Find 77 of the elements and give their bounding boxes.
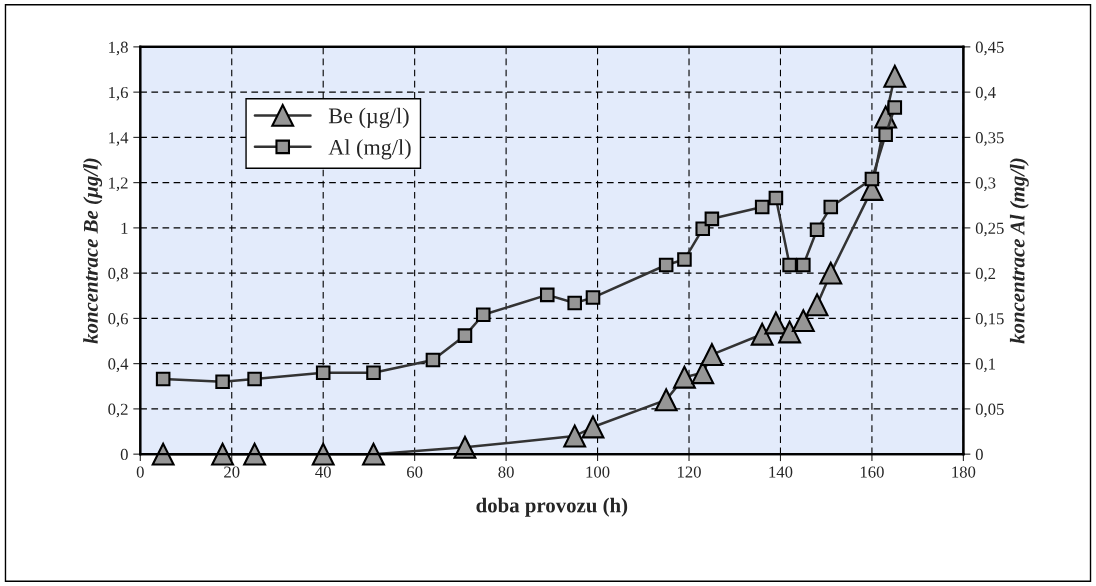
- y2-tick-label: 0,4: [975, 86, 996, 101]
- y2-tick-label: 0,15: [975, 313, 1004, 327]
- y-axis-title: koncentrace Be (µg/l): [83, 158, 103, 344]
- point: [809, 222, 825, 237]
- point: [695, 221, 711, 237]
- point: [155, 371, 171, 387]
- point: [654, 388, 678, 412]
- point: [362, 442, 385, 466]
- point: [750, 322, 774, 346]
- x-tick-label: 80: [498, 466, 514, 478]
- point: [311, 442, 335, 466]
- y-tick-label: 1,2: [109, 177, 128, 191]
- point: [243, 442, 267, 466]
- y2-tick-label: 0,1: [975, 358, 996, 372]
- point: [805, 293, 829, 317]
- point: [585, 290, 601, 305]
- x-tick-label: 60: [407, 466, 423, 478]
- point: [796, 257, 811, 273]
- point: [567, 295, 582, 311]
- legend-label: Be (µg/l): [328, 107, 409, 128]
- point: [315, 365, 331, 380]
- point: [700, 343, 724, 367]
- point: [768, 190, 784, 206]
- x-tick-label: 140: [769, 466, 793, 478]
- x-axis-title: doba provozu (h): [476, 497, 628, 517]
- point: [791, 309, 815, 333]
- y-tick-label: 1,4: [109, 132, 129, 146]
- point: [819, 261, 843, 285]
- y-tick-label: 0,8: [108, 267, 128, 282]
- point: [764, 311, 788, 335]
- y-tick-label: 1,8: [109, 41, 128, 56]
- point: [151, 442, 175, 466]
- y2-tick-label: 0,05: [975, 403, 1004, 418]
- point: [425, 352, 441, 368]
- point: [475, 307, 491, 323]
- point: [457, 328, 473, 343]
- point: [754, 199, 770, 215]
- point: [883, 64, 907, 88]
- x-tick-label: 180: [952, 466, 976, 478]
- point: [539, 287, 555, 303]
- point: [366, 365, 381, 380]
- y-tick-label: 0,6: [108, 313, 128, 327]
- point: [563, 424, 587, 448]
- point: [215, 374, 230, 390]
- x-tick-label: 40: [315, 466, 331, 478]
- x-tick-label: 160: [860, 466, 884, 478]
- point: [864, 171, 880, 187]
- point: [691, 361, 715, 385]
- point: [782, 257, 797, 273]
- y2-axis-title: koncentrace Al (mg/l): [1009, 158, 1029, 344]
- y2-tick-label: 0,45: [975, 41, 1004, 56]
- y-tick-label: 0: [120, 448, 128, 461]
- y-tick-label: 1: [121, 222, 128, 234]
- y2-tick-label: 0,35: [975, 132, 1004, 146]
- point: [677, 252, 692, 267]
- point: [823, 199, 839, 215]
- y-tick-label: 0,2: [108, 403, 128, 418]
- point: [778, 320, 802, 344]
- y-tick-label: 1,6: [109, 86, 128, 101]
- legend-label: Al (mg/l): [328, 139, 411, 160]
- point: [672, 365, 696, 389]
- x-tick-label: 20: [224, 466, 240, 478]
- y-tick-label: 0,4: [108, 358, 129, 372]
- point: [247, 371, 262, 387]
- y2-tick-label: 0,2: [975, 267, 996, 282]
- y2-tick-label: 0,3: [975, 177, 996, 191]
- point: [704, 211, 720, 227]
- point: [658, 257, 674, 273]
- point: [887, 100, 903, 115]
- y2-tick-label: 0,25: [975, 222, 1004, 237]
- y2-tick-label: 0: [975, 448, 983, 461]
- x-tick-label: 0: [136, 466, 144, 478]
- x-tick-label: 100: [586, 466, 610, 478]
- point: [211, 442, 235, 466]
- point: [878, 127, 893, 142]
- point: [581, 415, 605, 439]
- x-tick-label: 120: [677, 466, 701, 478]
